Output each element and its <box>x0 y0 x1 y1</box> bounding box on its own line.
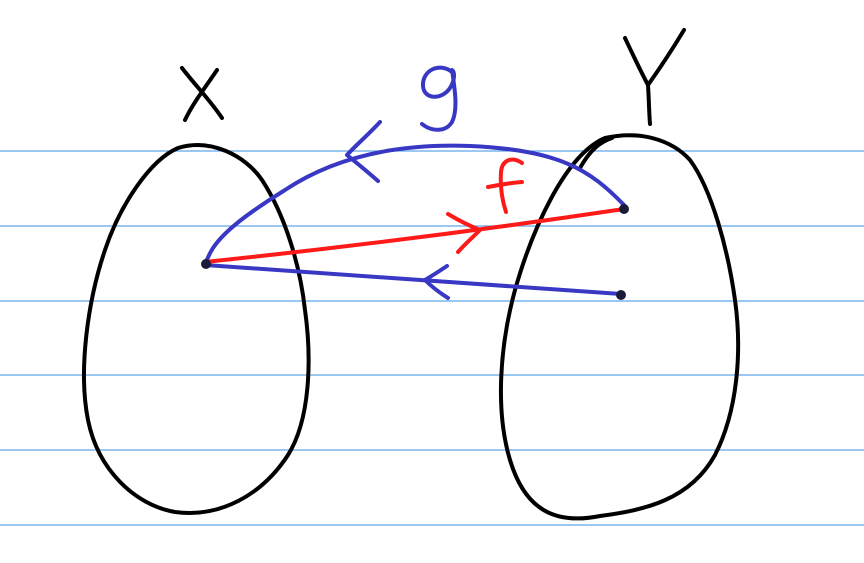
map-f-arrowhead <box>446 212 482 254</box>
map-f-line <box>203 207 626 264</box>
map-g-line-arrowhead <box>423 264 450 300</box>
svg-text:g: g <box>440 99 442 101</box>
label-x: X <box>180 66 224 122</box>
label-g: g <box>420 65 458 132</box>
map-g-line <box>203 263 623 296</box>
map-g-arc <box>203 143 626 267</box>
point-in-x <box>201 259 211 269</box>
svg-text:f: f <box>505 189 506 191</box>
point-in-y-upper <box>619 204 629 214</box>
ruled-paper-lines <box>0 150 864 526</box>
set-y-blob-overlap-stroke <box>578 136 614 170</box>
label-y: Y <box>623 28 686 126</box>
set-y-blob <box>498 133 741 521</box>
point-in-y-lower <box>616 290 626 300</box>
set-x-blob <box>82 143 311 515</box>
label-f: f <box>486 157 524 214</box>
map-g-arc-arrowhead <box>345 120 382 183</box>
